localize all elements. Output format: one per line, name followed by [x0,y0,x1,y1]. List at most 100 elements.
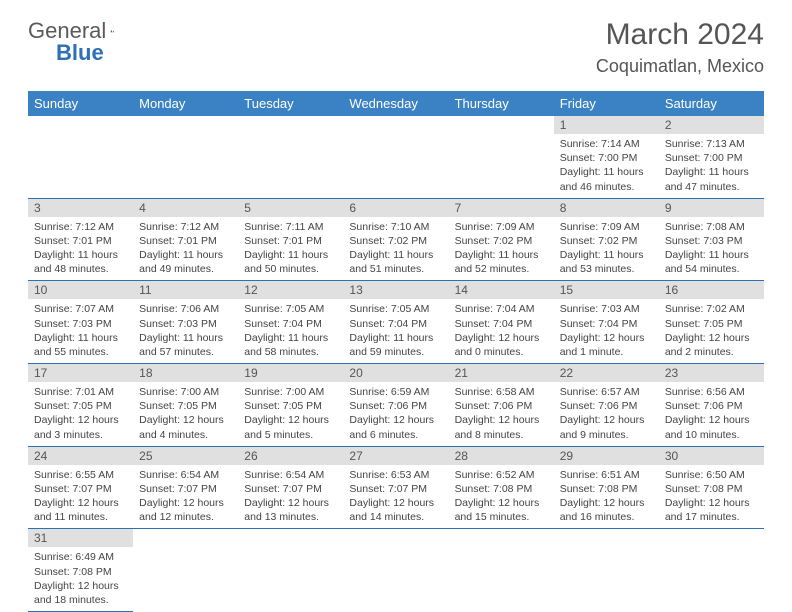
calendar-cell: 7Sunrise: 7:09 AMSunset: 7:02 PMDaylight… [449,198,554,281]
day-number: 7 [449,199,554,217]
day-details: Sunrise: 6:54 AMSunset: 7:07 PMDaylight:… [238,465,343,529]
calendar-cell [343,116,448,198]
calendar-cell: 18Sunrise: 7:00 AMSunset: 7:05 PMDayligh… [133,364,238,447]
day-number: 29 [554,447,659,465]
day-number: 26 [238,447,343,465]
day-details: Sunrise: 7:00 AMSunset: 7:05 PMDaylight:… [133,382,238,446]
calendar-cell: 6Sunrise: 7:10 AMSunset: 7:02 PMDaylight… [343,198,448,281]
calendar-cell [133,116,238,198]
day-details: Sunrise: 7:09 AMSunset: 7:02 PMDaylight:… [449,217,554,281]
calendar-cell: 24Sunrise: 6:55 AMSunset: 7:07 PMDayligh… [28,446,133,529]
calendar-cell: 5Sunrise: 7:11 AMSunset: 7:01 PMDaylight… [238,198,343,281]
calendar-cell: 13Sunrise: 7:05 AMSunset: 7:04 PMDayligh… [343,281,448,364]
calendar-cell: 9Sunrise: 7:08 AMSunset: 7:03 PMDaylight… [659,198,764,281]
day-number: 24 [28,447,133,465]
calendar-cell: 8Sunrise: 7:09 AMSunset: 7:02 PMDaylight… [554,198,659,281]
calendar-cell: 30Sunrise: 6:50 AMSunset: 7:08 PMDayligh… [659,446,764,529]
day-number: 13 [343,281,448,299]
day-number: 17 [28,364,133,382]
calendar-cell [238,116,343,198]
day-details: Sunrise: 6:50 AMSunset: 7:08 PMDaylight:… [659,465,764,529]
day-details: Sunrise: 7:09 AMSunset: 7:02 PMDaylight:… [554,217,659,281]
day-details: Sunrise: 6:49 AMSunset: 7:08 PMDaylight:… [28,547,133,611]
day-details: Sunrise: 7:04 AMSunset: 7:04 PMDaylight:… [449,299,554,363]
day-number: 1 [554,116,659,134]
day-number: 30 [659,447,764,465]
weekday-header: Saturday [659,91,764,116]
calendar-body: 1Sunrise: 7:14 AMSunset: 7:00 PMDaylight… [28,116,764,612]
day-details: Sunrise: 7:02 AMSunset: 7:05 PMDaylight:… [659,299,764,363]
day-details: Sunrise: 7:12 AMSunset: 7:01 PMDaylight:… [133,217,238,281]
title-block: March 2024 Coquimatlan, Mexico [596,18,764,77]
day-details: Sunrise: 7:14 AMSunset: 7:00 PMDaylight:… [554,134,659,198]
day-details: Sunrise: 7:10 AMSunset: 7:02 PMDaylight:… [343,217,448,281]
day-number: 23 [659,364,764,382]
day-number: 27 [343,447,448,465]
calendar-cell: 15Sunrise: 7:03 AMSunset: 7:04 PMDayligh… [554,281,659,364]
calendar-cell [28,116,133,198]
day-details: Sunrise: 7:12 AMSunset: 7:01 PMDaylight:… [28,217,133,281]
calendar-cell [449,529,554,612]
weekday-header: Thursday [449,91,554,116]
day-number: 22 [554,364,659,382]
calendar-cell: 20Sunrise: 6:59 AMSunset: 7:06 PMDayligh… [343,364,448,447]
calendar-cell: 26Sunrise: 6:54 AMSunset: 7:07 PMDayligh… [238,446,343,529]
month-title: March 2024 [596,18,764,52]
calendar-header-row: SundayMondayTuesdayWednesdayThursdayFrid… [28,91,764,116]
calendar-cell [343,529,448,612]
calendar-row: 1Sunrise: 7:14 AMSunset: 7:00 PMDaylight… [28,116,764,198]
day-number: 19 [238,364,343,382]
header: General March 2024 Coquimatlan, Mexico [28,18,764,77]
day-details: Sunrise: 7:05 AMSunset: 7:04 PMDaylight:… [343,299,448,363]
day-number: 18 [133,364,238,382]
calendar-cell [133,529,238,612]
calendar-row: 3Sunrise: 7:12 AMSunset: 7:01 PMDaylight… [28,198,764,281]
day-number: 31 [28,529,133,547]
calendar-cell: 17Sunrise: 7:01 AMSunset: 7:05 PMDayligh… [28,364,133,447]
calendar-cell: 3Sunrise: 7:12 AMSunset: 7:01 PMDaylight… [28,198,133,281]
calendar-cell: 23Sunrise: 6:56 AMSunset: 7:06 PMDayligh… [659,364,764,447]
day-details: Sunrise: 6:56 AMSunset: 7:06 PMDaylight:… [659,382,764,446]
day-number: 4 [133,199,238,217]
calendar-cell: 1Sunrise: 7:14 AMSunset: 7:00 PMDaylight… [554,116,659,198]
calendar-cell: 11Sunrise: 7:06 AMSunset: 7:03 PMDayligh… [133,281,238,364]
day-details: Sunrise: 7:05 AMSunset: 7:04 PMDaylight:… [238,299,343,363]
calendar-row: 17Sunrise: 7:01 AMSunset: 7:05 PMDayligh… [28,364,764,447]
calendar-cell [659,529,764,612]
day-details: Sunrise: 6:59 AMSunset: 7:06 PMDaylight:… [343,382,448,446]
day-details: Sunrise: 6:58 AMSunset: 7:06 PMDaylight:… [449,382,554,446]
day-number: 6 [343,199,448,217]
weekday-header: Monday [133,91,238,116]
calendar-cell: 25Sunrise: 6:54 AMSunset: 7:07 PMDayligh… [133,446,238,529]
day-details: Sunrise: 6:53 AMSunset: 7:07 PMDaylight:… [343,465,448,529]
day-details: Sunrise: 6:57 AMSunset: 7:06 PMDaylight:… [554,382,659,446]
calendar-row: 10Sunrise: 7:07 AMSunset: 7:03 PMDayligh… [28,281,764,364]
calendar-cell: 10Sunrise: 7:07 AMSunset: 7:03 PMDayligh… [28,281,133,364]
day-details: Sunrise: 7:03 AMSunset: 7:04 PMDaylight:… [554,299,659,363]
day-number: 15 [554,281,659,299]
day-number: 21 [449,364,554,382]
day-details: Sunrise: 7:11 AMSunset: 7:01 PMDaylight:… [238,217,343,281]
weekday-header: Tuesday [238,91,343,116]
calendar-cell [238,529,343,612]
weekday-header: Friday [554,91,659,116]
calendar-cell: 21Sunrise: 6:58 AMSunset: 7:06 PMDayligh… [449,364,554,447]
day-details: Sunrise: 7:00 AMSunset: 7:05 PMDaylight:… [238,382,343,446]
calendar-cell [449,116,554,198]
calendar-cell: 14Sunrise: 7:04 AMSunset: 7:04 PMDayligh… [449,281,554,364]
day-number: 14 [449,281,554,299]
day-number: 11 [133,281,238,299]
day-number: 9 [659,199,764,217]
day-details: Sunrise: 6:52 AMSunset: 7:08 PMDaylight:… [449,465,554,529]
day-details: Sunrise: 7:08 AMSunset: 7:03 PMDaylight:… [659,217,764,281]
weekday-header: Sunday [28,91,133,116]
day-details: Sunrise: 6:55 AMSunset: 7:07 PMDaylight:… [28,465,133,529]
day-details: Sunrise: 7:13 AMSunset: 7:00 PMDaylight:… [659,134,764,198]
calendar-cell: 12Sunrise: 7:05 AMSunset: 7:04 PMDayligh… [238,281,343,364]
day-details: Sunrise: 7:06 AMSunset: 7:03 PMDaylight:… [133,299,238,363]
day-number: 20 [343,364,448,382]
day-number: 16 [659,281,764,299]
calendar-table: SundayMondayTuesdayWednesdayThursdayFrid… [28,91,764,612]
calendar-cell: 31Sunrise: 6:49 AMSunset: 7:08 PMDayligh… [28,529,133,612]
day-number: 2 [659,116,764,134]
